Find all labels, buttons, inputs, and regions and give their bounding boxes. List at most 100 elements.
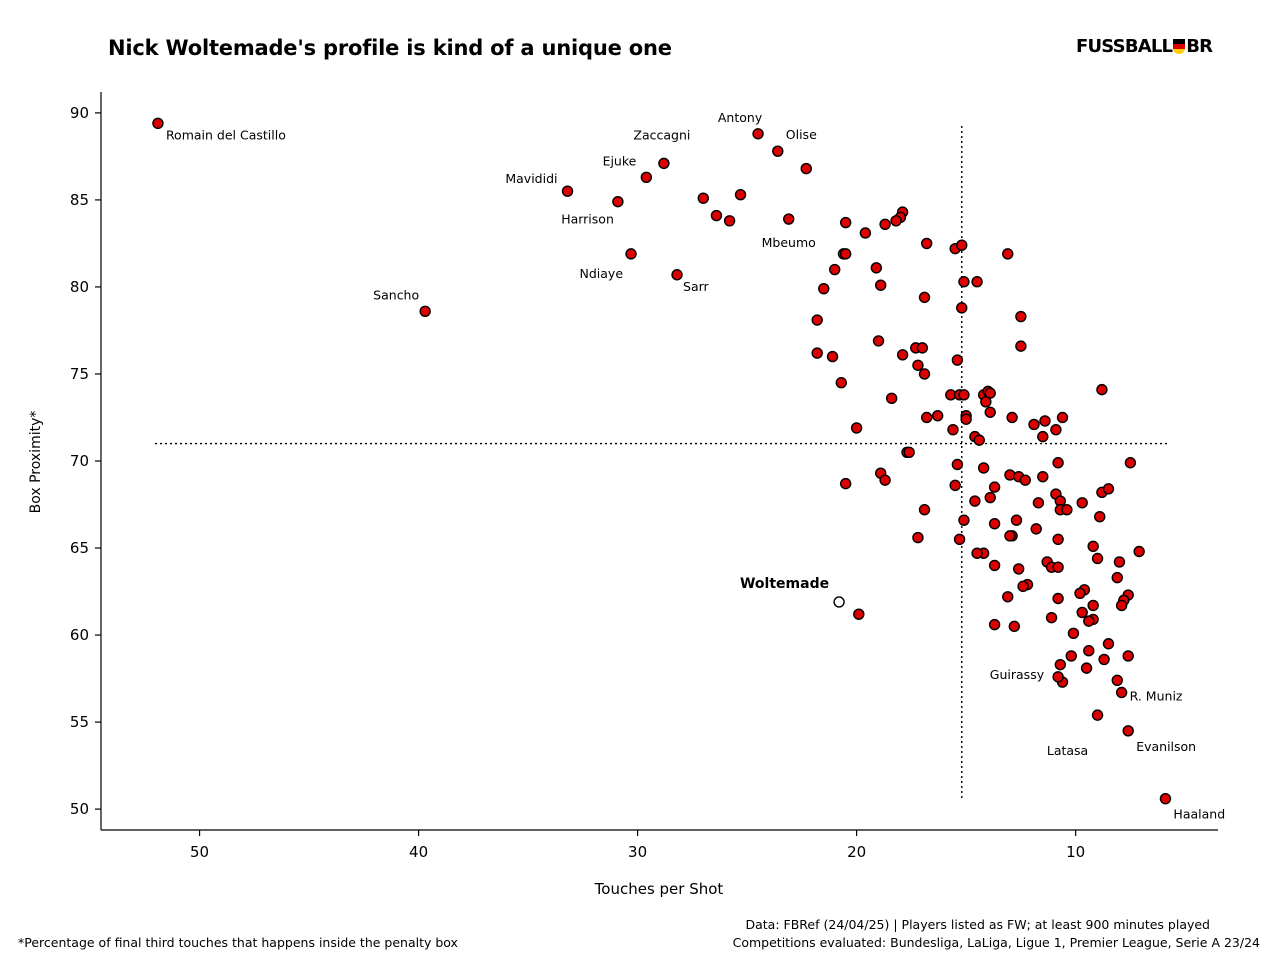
data-point-labeled bbox=[640, 171, 653, 183]
point-label: Olise bbox=[786, 127, 817, 142]
point-label: Antony bbox=[718, 110, 763, 125]
data-point bbox=[1015, 340, 1027, 352]
data-point bbox=[839, 248, 852, 260]
data-point bbox=[723, 215, 736, 227]
data-point bbox=[1052, 561, 1064, 573]
data-point bbox=[1015, 310, 1027, 323]
data-point bbox=[1004, 530, 1016, 542]
data-point bbox=[953, 533, 966, 546]
data-point bbox=[958, 514, 970, 526]
point-labels: Romain del Castillo Sancho Mavididi Harriso… bbox=[166, 110, 1225, 822]
data-point bbox=[951, 458, 964, 471]
data-point-labeled bbox=[772, 145, 784, 157]
data-point-labeled bbox=[561, 185, 574, 197]
data-point bbox=[835, 376, 847, 389]
data-point bbox=[1096, 383, 1108, 396]
data-point-labeled bbox=[152, 117, 164, 130]
y-tick-label: 85 bbox=[70, 191, 89, 209]
data-point bbox=[1002, 591, 1014, 603]
data-point bbox=[1065, 650, 1077, 662]
data-point bbox=[1113, 556, 1126, 568]
data-point bbox=[988, 481, 1001, 493]
data-point bbox=[980, 396, 992, 408]
data-point bbox=[1074, 587, 1086, 599]
data-point-labeled bbox=[612, 195, 624, 208]
x-tick-label: 20 bbox=[847, 843, 866, 861]
x-axis-label: Touches per Shot bbox=[594, 880, 724, 898]
point-label: Zaccagni bbox=[633, 127, 690, 142]
data-point bbox=[918, 291, 931, 304]
data-point bbox=[921, 411, 933, 424]
data-point bbox=[1076, 606, 1088, 619]
data-point bbox=[1039, 415, 1051, 427]
data-point bbox=[1050, 423, 1062, 436]
data-point bbox=[1124, 457, 1137, 469]
y-axis-label: Box Proximity* bbox=[28, 411, 44, 514]
data-point bbox=[969, 495, 981, 507]
data-point bbox=[988, 517, 1001, 530]
data-point bbox=[870, 262, 883, 274]
data-point bbox=[890, 215, 902, 227]
data-point-labeled bbox=[1115, 686, 1128, 699]
data-point bbox=[988, 559, 1001, 572]
point-label: Romain del Castillo bbox=[166, 127, 286, 142]
data-point bbox=[1111, 571, 1123, 584]
data-point bbox=[1067, 627, 1080, 640]
y-tick-label: 90 bbox=[70, 104, 89, 122]
data-point bbox=[818, 282, 830, 295]
data-point bbox=[988, 618, 1001, 631]
data-point bbox=[1037, 470, 1049, 483]
logo-right-text: BR bbox=[1186, 36, 1213, 57]
point-label: R. Muniz bbox=[1130, 688, 1183, 703]
data-point bbox=[1098, 653, 1110, 666]
data-point bbox=[1083, 615, 1095, 627]
data-point bbox=[951, 354, 964, 366]
data-point bbox=[947, 423, 959, 436]
data-point bbox=[1056, 411, 1069, 424]
y-tick-label: 55 bbox=[70, 713, 89, 731]
data-point bbox=[958, 389, 970, 401]
highlight-label: Woltemade bbox=[740, 576, 829, 592]
data-point bbox=[829, 263, 841, 276]
data-point bbox=[984, 406, 996, 418]
data-point bbox=[971, 276, 983, 288]
data-point bbox=[918, 504, 931, 516]
y-tick-label: 80 bbox=[70, 278, 89, 296]
data-point bbox=[977, 462, 990, 474]
data-point bbox=[1008, 620, 1021, 633]
point-label: Haaland bbox=[1173, 807, 1225, 822]
data-point bbox=[859, 227, 872, 239]
y-axis-ticks: 50 55 60 65 70 75 80 85 90 bbox=[70, 104, 101, 818]
data-point-labeled bbox=[783, 213, 795, 225]
data-point bbox=[710, 209, 723, 222]
point-label: Harrison bbox=[561, 212, 614, 227]
data-point bbox=[826, 350, 839, 363]
y-tick-label: 70 bbox=[70, 452, 89, 470]
point-label: Evanilson bbox=[1136, 739, 1196, 754]
data-point bbox=[958, 276, 970, 288]
data-point bbox=[1087, 599, 1099, 612]
data-point bbox=[1102, 638, 1115, 650]
data-point bbox=[984, 491, 996, 504]
data-point-labeled bbox=[419, 305, 431, 318]
data-point bbox=[1017, 580, 1029, 593]
x-tick-label: 10 bbox=[1066, 843, 1085, 861]
logo-left-text: FUSSBALL bbox=[1076, 36, 1173, 57]
data-point bbox=[1083, 645, 1095, 657]
data-point bbox=[1054, 658, 1067, 671]
data-point-labeled bbox=[1091, 709, 1104, 721]
chart-title: Nick Woltemade's profile is kind of a un… bbox=[108, 36, 672, 60]
data-point bbox=[912, 359, 924, 371]
data-point bbox=[960, 413, 972, 425]
x-tick-label: 30 bbox=[628, 843, 647, 861]
data-point bbox=[1080, 662, 1093, 674]
data-point bbox=[956, 239, 968, 251]
data-point-labeled bbox=[1122, 725, 1134, 737]
data-point bbox=[1037, 430, 1049, 443]
data-point bbox=[879, 474, 891, 486]
data-point bbox=[1087, 540, 1099, 552]
data-point bbox=[1019, 474, 1031, 486]
data-point bbox=[931, 410, 944, 422]
data-point bbox=[956, 302, 968, 314]
y-tick-label: 65 bbox=[70, 539, 89, 557]
